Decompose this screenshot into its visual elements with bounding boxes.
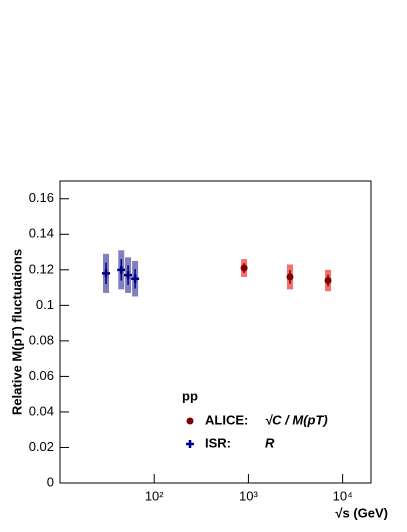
y-tick-label: 0.08 (29, 332, 54, 347)
x-tick-label: 10⁴ (333, 488, 353, 503)
x-tick-label: 10² (145, 488, 164, 503)
point (324, 276, 332, 284)
legend-label: ISR: (205, 435, 231, 450)
point (124, 271, 133, 280)
legend-formula: R (265, 435, 275, 450)
legend-marker (186, 440, 194, 448)
y-tick-label: 0.16 (29, 190, 54, 205)
legend-label: ALICE: (205, 412, 248, 427)
x-axis-label: √s (GeV) (335, 505, 388, 520)
y-tick-label: 0.04 (29, 403, 54, 418)
point (131, 274, 140, 283)
y-tick-label: 0.14 (29, 226, 54, 241)
y-tick-label: 0.06 (29, 368, 54, 383)
point (102, 269, 111, 278)
plot-frame (59, 180, 372, 484)
y-tick-label: 0.1 (36, 297, 54, 312)
legend-marker (186, 417, 194, 425)
y-tick-label: 0.12 (29, 261, 54, 276)
point (240, 264, 248, 272)
legend-title: pp (182, 388, 198, 403)
point (117, 265, 126, 274)
y-tick-label: 0.02 (29, 439, 54, 454)
x-tick-label: 10³ (239, 488, 258, 503)
y-axis-label: Relative M(pT) fluctuations (9, 249, 24, 415)
y-tick-label: 0 (47, 474, 54, 489)
point (286, 273, 294, 281)
legend-formula: √C / M(pT) (265, 412, 328, 427)
